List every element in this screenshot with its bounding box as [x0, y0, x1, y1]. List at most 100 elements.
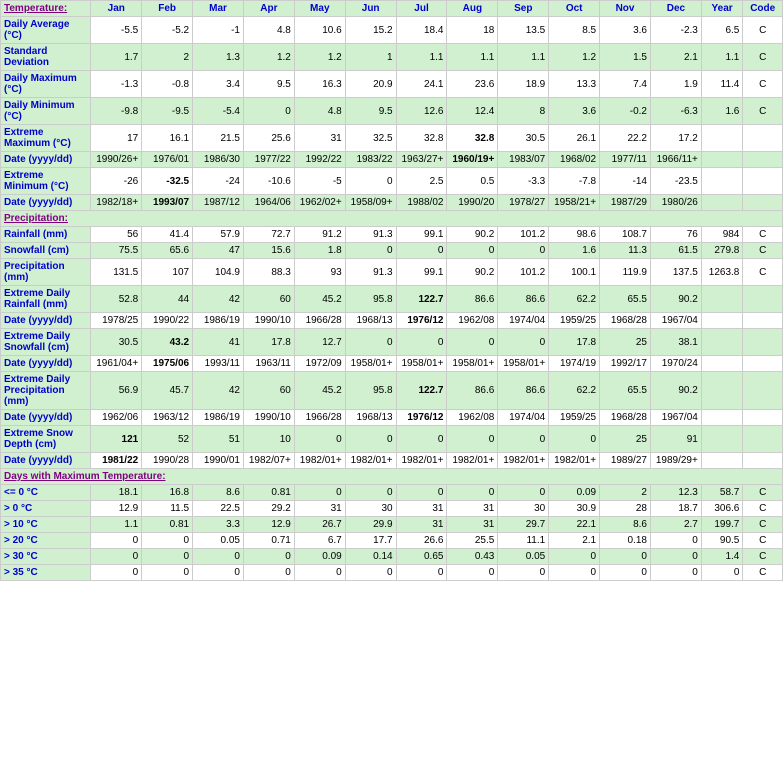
data-cell: 28 — [600, 501, 651, 517]
data-cell: 8.6 — [600, 517, 651, 533]
data-cell: 0 — [193, 565, 244, 581]
data-cell: 984 — [701, 227, 743, 243]
data-cell: 1958/21+ — [549, 195, 600, 211]
data-cell: 1989/27 — [600, 453, 651, 469]
data-cell: -26 — [91, 168, 142, 195]
data-cell: 0 — [142, 533, 193, 549]
data-cell: 1978/25 — [91, 313, 142, 329]
table-row: Snowfall (cm)75.565.64715.61.800001.611.… — [1, 243, 783, 259]
data-cell: 1976/12 — [396, 410, 447, 426]
row-label: Date (yyyy/dd) — [1, 152, 91, 168]
data-cell: 1.6 — [701, 98, 743, 125]
data-cell: 1989/29+ — [650, 453, 701, 469]
data-cell: -5.5 — [91, 17, 142, 44]
row-label: Daily Maximum (°C) — [1, 71, 91, 98]
data-cell: 1958/01+ — [345, 356, 396, 372]
data-cell: 1964/06 — [243, 195, 294, 211]
data-cell: 12.9 — [91, 501, 142, 517]
data-cell: -5.4 — [193, 98, 244, 125]
data-cell: 0.14 — [345, 549, 396, 565]
data-cell: C — [743, 227, 783, 243]
data-cell: 93 — [294, 259, 345, 286]
data-cell: C — [743, 98, 783, 125]
data-cell: 52 — [142, 426, 193, 453]
data-cell: 23.6 — [447, 71, 498, 98]
data-cell: 1982/01+ — [396, 453, 447, 469]
row-label: Standard Deviation — [1, 44, 91, 71]
data-cell: 0.65 — [396, 549, 447, 565]
col-header-month: Oct — [549, 1, 600, 17]
data-cell: 60 — [243, 286, 294, 313]
table-row: > 0 °C12.911.522.529.2313031313030.92818… — [1, 501, 783, 517]
data-cell: 1986/19 — [193, 410, 244, 426]
data-cell: 13.5 — [498, 17, 549, 44]
data-cell: 4.8 — [243, 17, 294, 44]
table-row: Date (yyyy/dd)1982/18+1993/071987/121964… — [1, 195, 783, 211]
data-cell: 0 — [396, 243, 447, 259]
data-cell: 1986/30 — [193, 152, 244, 168]
data-cell: 95.8 — [345, 286, 396, 313]
data-cell: 41 — [193, 329, 244, 356]
data-cell: 42 — [193, 286, 244, 313]
data-cell: 1962/08 — [447, 410, 498, 426]
table-row: > 30 °C00000.090.140.650.430.050001.4C — [1, 549, 783, 565]
data-cell: 31 — [396, 501, 447, 517]
data-cell: 0 — [294, 565, 345, 581]
data-cell: 0 — [294, 426, 345, 453]
table-row: Extreme Minimum (°C)-26-32.5-24-10.6-502… — [1, 168, 783, 195]
data-cell: 1980/26 — [650, 195, 701, 211]
data-cell: 0 — [498, 243, 549, 259]
data-cell: 122.7 — [396, 372, 447, 410]
data-cell: 1981/22 — [91, 453, 142, 469]
data-cell: C — [743, 533, 783, 549]
data-cell: 65.6 — [142, 243, 193, 259]
table-row: Date (yyyy/dd)1962/061963/121986/191990/… — [1, 410, 783, 426]
data-cell: 2.1 — [549, 533, 600, 549]
data-cell: 0 — [600, 565, 651, 581]
data-cell: 1987/12 — [193, 195, 244, 211]
row-label: > 35 °C — [1, 565, 91, 581]
data-cell: 11.5 — [142, 501, 193, 517]
data-cell: 1975/06 — [142, 356, 193, 372]
data-cell: 137.5 — [650, 259, 701, 286]
data-cell: 0 — [650, 565, 701, 581]
row-label: Extreme Minimum (°C) — [1, 168, 91, 195]
data-cell: 1978/27 — [498, 195, 549, 211]
data-cell: 18.1 — [91, 485, 142, 501]
data-cell: -5 — [294, 168, 345, 195]
data-cell: 0.05 — [498, 549, 549, 565]
data-cell: 199.7 — [701, 517, 743, 533]
data-cell: C — [743, 44, 783, 71]
data-cell: 72.7 — [243, 227, 294, 243]
data-cell: 0 — [142, 549, 193, 565]
table-row: > 10 °C1.10.813.312.926.729.9313129.722.… — [1, 517, 783, 533]
data-cell: 30.9 — [549, 501, 600, 517]
data-cell: 1968/13 — [345, 313, 396, 329]
data-cell: 31 — [294, 125, 345, 152]
data-cell: 1.6 — [549, 243, 600, 259]
data-cell: 86.6 — [498, 372, 549, 410]
col-header-month: Apr — [243, 1, 294, 17]
data-cell: 7.4 — [600, 71, 651, 98]
data-cell: 90.2 — [650, 286, 701, 313]
table-row: Extreme Daily Rainfall (mm)52.844426045.… — [1, 286, 783, 313]
data-cell: 0 — [345, 243, 396, 259]
data-cell: 90.5 — [701, 533, 743, 549]
data-cell: 90.2 — [447, 259, 498, 286]
data-cell: 30.5 — [498, 125, 549, 152]
data-cell — [743, 286, 783, 313]
data-cell — [743, 372, 783, 410]
row-label: Extreme Daily Rainfall (mm) — [1, 286, 91, 313]
data-cell: 1974/04 — [498, 313, 549, 329]
table-row: Date (yyyy/dd)1981/221990/281990/011982/… — [1, 453, 783, 469]
table-row: Date (yyyy/dd)1990/26+1976/011986/301977… — [1, 152, 783, 168]
data-cell: 0.81 — [243, 485, 294, 501]
row-label: Daily Average (°C) — [1, 17, 91, 44]
col-header-month: Sep — [498, 1, 549, 17]
data-cell: 25 — [600, 426, 651, 453]
data-cell: 101.2 — [498, 259, 549, 286]
data-cell: 0 — [91, 565, 142, 581]
data-cell: C — [743, 17, 783, 44]
data-cell: 20.9 — [345, 71, 396, 98]
data-cell: 17.8 — [243, 329, 294, 356]
